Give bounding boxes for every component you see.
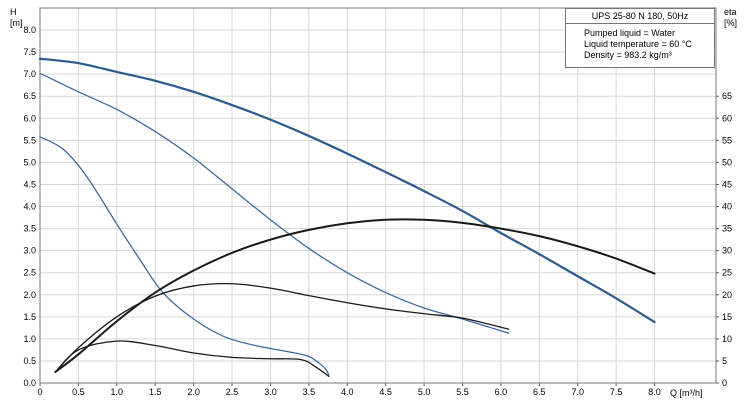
y-right-tick-label: 25 [722,268,732,278]
info-lines: Pumped liquid = Water Liquid temperature… [584,28,692,61]
y-right-tick-label: 35 [722,224,732,234]
y-left-tick-label: 4.5 [23,179,36,189]
efficiency-curve-6 [54,340,330,378]
x-tick-label: 8.0 [648,387,661,397]
x-axis-label: Q [m³/h] [670,388,703,398]
x-tick-label: 0 [37,387,42,397]
y-left-tick-label: 7.5 [23,47,36,57]
y-right-tick-label: 45 [722,179,732,189]
info-line-density: Density = 983.2 kg/m³ [584,50,672,60]
y-left-axis-unit: [m] [10,18,23,28]
x-tick-label: 6.0 [495,387,508,397]
x-tick-label: 6.5 [533,387,546,397]
info-box: UPS 25-80 N 180, 50Hz Pumped liquid = Wa… [565,8,715,68]
y-left-tick-label: 2.0 [23,290,36,300]
x-tick-label: 7.5 [610,387,623,397]
x-tick-label: 3.5 [303,387,316,397]
plot-frame [39,7,717,384]
grid-lines [39,8,719,386]
y-right-tick-label: 10 [722,334,732,344]
x-tick-label: 4.0 [341,387,354,397]
y-left-tick-label: 7.0 [23,69,36,79]
x-tick-label: 2.5 [226,387,239,397]
x-tick-label: 1.0 [111,387,124,397]
y-right-tick-label: 65 [722,91,732,101]
y-left-tick-label: 1.0 [23,334,36,344]
efficiency-curve-5 [54,282,510,373]
x-tick-labels: 0 0.5 1.0 1.5 2.0 2.5 3.0 3.5 4.0 4.5 5.0 5.5 6.0 6.5… [37,387,660,397]
head-curve-1 [38,57,656,324]
y-left-tick-label: 3.0 [23,246,36,256]
head-curve-3 [39,136,330,376]
y-left-tick-label: 0.0 [23,378,36,388]
info-title: UPS 25-80 N 180, 50Hz [566,9,714,24]
x-tick-label: 3.0 [264,387,277,397]
y-left-tick-label: 5.0 [23,157,36,167]
y-left-tick-label: 8.0 [23,25,36,35]
y-right-axis-unit: [%] [724,18,737,28]
info-line-liquid: Pumped liquid = Water [584,28,675,38]
y-right-tick-label: 0 [722,378,727,388]
y-left-axis-label: H [10,7,17,17]
y-right-tick-label: 55 [722,135,732,145]
y-right-tick-label: 60 [722,113,732,123]
efficiency-curve-4 [54,218,656,373]
y-left-tick-label: 4.0 [23,202,36,212]
y-right-tick-label: 15 [722,312,732,322]
x-tick-label: 5.0 [418,387,431,397]
curves [38,57,656,378]
head-curve-2 [39,72,510,334]
y-left-tick-label: 5.5 [23,135,36,145]
y-right-tick-label: 30 [722,246,732,256]
x-tick-label: 5.5 [456,387,469,397]
x-tick-label: 0.5 [72,387,85,397]
y-left-tick-labels: 0.0 0.5 1.0 1.5 2.0 2.5 3.0 3.5 4.0 4.5 5.0 5.5 6.0 6… [23,25,36,388]
x-tick-label: 7.0 [571,387,584,397]
y-right-tick-label: 5 [722,356,727,366]
y-right-axis-label: eta [724,7,737,17]
y-left-tick-label: 6.0 [23,113,36,123]
y-left-tick-label: 2.5 [23,268,36,278]
y-left-tick-label: 3.5 [23,224,36,234]
y-right-tick-label: 40 [722,202,732,212]
x-tick-label: 1.5 [149,387,162,397]
x-tick-label: 4.5 [379,387,392,397]
y-right-tick-label: 20 [722,290,732,300]
y-right-tick-labels: 0 5 10 15 20 25 30 35 40 45 50 55 60 65 [722,91,732,388]
x-tick-label: 2.0 [187,387,200,397]
y-left-tick-label: 6.5 [23,91,36,101]
info-line-temperature: Liquid temperature = 60 °C [584,39,692,49]
y-right-tick-label: 50 [722,157,732,167]
y-left-tick-label: 0.5 [23,356,36,366]
y-left-tick-label: 1.5 [23,312,36,322]
